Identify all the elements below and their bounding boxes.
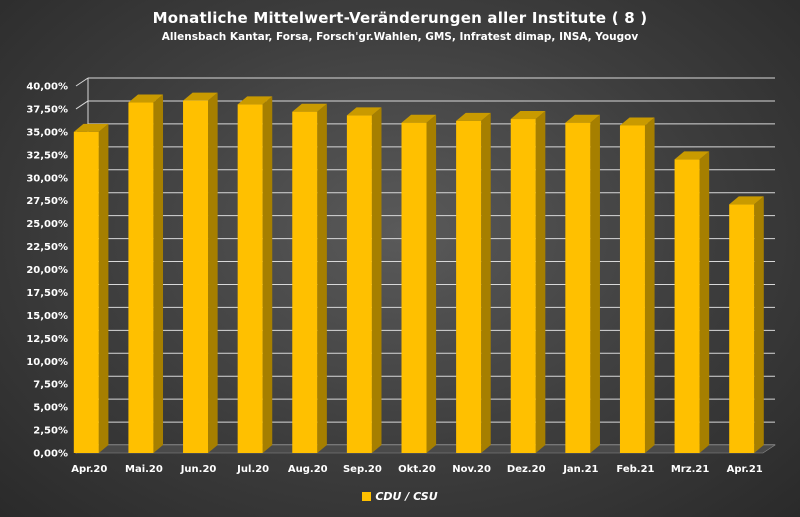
- bar-side: [590, 114, 600, 453]
- x-tick-label: Okt.20: [398, 464, 436, 475]
- bar-top: [237, 96, 273, 105]
- bar-side: [317, 103, 327, 453]
- bar: [292, 111, 318, 453]
- x-tick-label: Dez.20: [507, 464, 546, 475]
- bar: [565, 122, 591, 453]
- bar: [128, 102, 154, 453]
- y-tick-label: 35,00%: [26, 127, 68, 138]
- y-tick-label: 7,50%: [33, 380, 68, 391]
- x-tick-label: Jan.21: [562, 464, 598, 475]
- chart-subtitle: Allensbach Kantar, Forsa, Forsch'gr.Wahl…: [161, 31, 639, 43]
- x-tick-label: Feb.21: [616, 464, 654, 475]
- y-tick-label: 2,50%: [33, 426, 68, 437]
- bar: [237, 104, 263, 453]
- bar: [619, 125, 645, 453]
- x-tick-label: Jun.20: [180, 464, 217, 475]
- bar: [401, 122, 427, 453]
- legend-swatch: [362, 491, 372, 501]
- bar-side: [98, 123, 109, 453]
- legend-label: CDU / CSU: [375, 490, 438, 503]
- y-tick-label: 20,00%: [26, 265, 68, 276]
- bar-top: [128, 94, 164, 103]
- x-tick-label: Apr.21: [727, 464, 763, 475]
- y-tick-label: 15,00%: [26, 311, 68, 322]
- x-tick-label: Mrz.21: [671, 464, 709, 475]
- bar: [729, 204, 755, 453]
- y-tick-label: 25,00%: [26, 219, 68, 230]
- y-tick-label: 32,50%: [26, 150, 68, 161]
- chart-title: Monatliche Mittelwert-Veränderungen alle…: [152, 9, 648, 27]
- y-tick-label: 22,50%: [26, 242, 68, 253]
- bar: [183, 100, 209, 454]
- y-tick-label: 5,00%: [33, 403, 68, 414]
- bar-side: [371, 107, 382, 454]
- bar-side: [754, 196, 764, 454]
- legend: CDU / CSU: [0, 490, 800, 503]
- bar-side: [535, 111, 546, 453]
- bar-side: [208, 92, 218, 454]
- x-tick-label: Jul.20: [236, 464, 269, 475]
- bar: [456, 120, 482, 454]
- bar-side: [699, 151, 710, 453]
- bar: [510, 119, 536, 453]
- x-tick-label: Apr.20: [71, 464, 107, 475]
- y-tick-label: 10,00%: [26, 357, 68, 368]
- x-tick-label: Aug.20: [288, 464, 328, 475]
- y-tick-label: 17,50%: [26, 288, 68, 299]
- y-tick-label: 0,00%: [33, 449, 68, 460]
- bar-side: [644, 117, 655, 453]
- y-tick-label: 12,50%: [26, 334, 68, 345]
- bar-side: [262, 96, 273, 453]
- y-tick-label: 37,50%: [26, 104, 68, 115]
- y-tick-label: 27,50%: [26, 196, 68, 207]
- x-tick-label: Mai.20: [125, 464, 163, 475]
- bar-top: [565, 114, 600, 123]
- bar-top: [674, 151, 710, 160]
- y-tick-label: 30,00%: [26, 173, 68, 184]
- bar: [346, 115, 372, 454]
- bar-side: [153, 94, 164, 453]
- x-tick-label: Sep.20: [343, 464, 382, 475]
- bar-top: [292, 103, 327, 112]
- gridline-depth: [75, 77, 89, 87]
- gridline-depth: [75, 100, 89, 110]
- bar: [674, 159, 700, 453]
- bar-top: [619, 117, 655, 126]
- bar-top: [183, 92, 218, 101]
- bar: [73, 131, 99, 453]
- x-tick-label: Nov.20: [452, 464, 491, 475]
- bar-top: [401, 114, 437, 123]
- bar-top: [510, 111, 546, 120]
- y-tick-label: 40,00%: [26, 82, 68, 93]
- bar-side: [426, 114, 437, 453]
- bar-side: [481, 112, 491, 454]
- bar-top: [456, 112, 491, 121]
- bar-top: [729, 196, 764, 205]
- bar-top: [346, 107, 382, 116]
- bar-top: [73, 123, 109, 132]
